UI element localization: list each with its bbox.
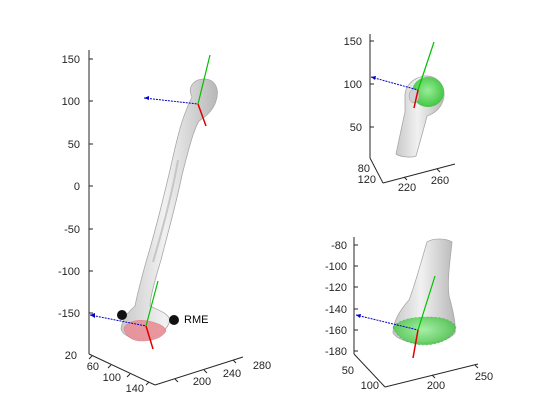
br-z-tick-label: -80	[331, 240, 347, 252]
proximal-z-axis-arrow	[143, 97, 199, 105]
tr-z-arrowhead	[371, 76, 376, 80]
top-right-view: 150 100 50 80 120 220 260	[344, 34, 456, 194]
main-view: 150 100 50 0 -50 -100 -150 20 60 100 140…	[58, 50, 271, 395]
br-x-axis-arrow	[412, 329, 419, 359]
br-y-axis-line	[384, 363, 479, 388]
br-z-tick-label: -100	[325, 261, 347, 273]
distal-epicondyle-highlight	[123, 319, 167, 342]
main-z-tick-label: -50	[64, 224, 80, 236]
br-z-ticks: -80 -100 -120 -140 -160 -180	[325, 240, 358, 358]
tr-z-axis-arrow	[370, 76, 419, 91]
distal-y-axis-arrow	[145, 280, 159, 327]
br-z-tick-label: -140	[325, 304, 347, 316]
main-x-axis-line	[88, 353, 156, 386]
main-z-tick-label: 50	[68, 139, 80, 151]
rme-marker	[169, 315, 179, 325]
main-x-ticks: 20 60 100 140	[65, 350, 150, 395]
tr-z-tick-label: 150	[344, 36, 362, 48]
br-x-tick-label: 50	[342, 365, 354, 377]
tr-y-axis-line	[382, 163, 456, 184]
main-x-tick-label: 100	[103, 372, 121, 384]
tr-x-tick-label: 120	[358, 174, 376, 186]
main-z-ticks: 150 100 50 0 -50 -100 -150	[58, 54, 93, 320]
main-x-tick-label: 60	[87, 361, 99, 373]
br-z-tick-label: -120	[325, 282, 347, 294]
tr-x-axis-line	[369, 157, 384, 184]
main-y-tick-label: 240	[223, 368, 241, 380]
br-y-axis-arrow	[417, 275, 436, 331]
main-x-tick-label: 20	[65, 350, 77, 362]
main-x-tick-label: 140	[126, 383, 144, 395]
tr-y-tick-label: 260	[431, 175, 449, 187]
tr-z-ticks: 150 100 50	[344, 36, 374, 134]
trochlea-highlight	[392, 316, 457, 346]
main-y-ticks: 200 240 280	[174, 359, 271, 388]
main-z-tick-label: 150	[62, 54, 80, 66]
main-z-tick-label: -100	[58, 266, 80, 278]
br-z-arrowhead	[356, 314, 361, 318]
lme-marker	[117, 310, 127, 320]
br-y-tick-label: 250	[475, 371, 493, 383]
tr-z-tick-label: 50	[350, 122, 362, 134]
bottom-right-view: -80 -100 -120 -140 -160 -180 50 100 200 …	[325, 237, 493, 392]
tr-x-tick-label: 80	[358, 163, 370, 175]
bone-shading	[152, 159, 179, 263]
distal-z-axis-arrow	[89, 314, 147, 327]
distal-x-axis-arrow	[145, 325, 154, 350]
br-z-tick-label: -180	[325, 346, 347, 358]
tr-y-axis-arrow	[417, 41, 435, 91]
main-z-tick-label: 100	[62, 96, 80, 108]
main-y-tick-label: 200	[193, 376, 211, 388]
br-x-ticks: 50 100	[342, 365, 379, 392]
main-z-tick-label: 0	[74, 181, 80, 193]
main-z-tick-label: -150	[58, 308, 80, 320]
br-z-axis-arrow	[355, 314, 419, 331]
main-y-axis-line	[154, 356, 244, 386]
tr-y-ticks: 220 260	[398, 168, 449, 194]
tr-y-tick-label: 220	[398, 182, 416, 194]
rme-label: RME	[184, 314, 208, 326]
proximal-y-axis-arrow	[197, 54, 211, 105]
proximal-z-arrowhead	[144, 96, 149, 100]
br-y-ticks: 200 250	[427, 364, 493, 392]
br-y-tick-label: 200	[427, 380, 445, 392]
proximal-x-axis-arrow	[197, 103, 207, 127]
main-y-tick-label: 280	[253, 360, 271, 372]
tr-z-tick-label: 100	[344, 79, 362, 91]
br-x-tick-label: 100	[361, 380, 379, 392]
tr-x-ticks: 80 120	[358, 163, 376, 186]
br-z-tick-label: -160	[325, 325, 347, 337]
tr-x-axis-arrow	[413, 89, 419, 109]
distal-z-arrowhead	[90, 313, 95, 318]
br-x-axis-line	[353, 353, 386, 388]
